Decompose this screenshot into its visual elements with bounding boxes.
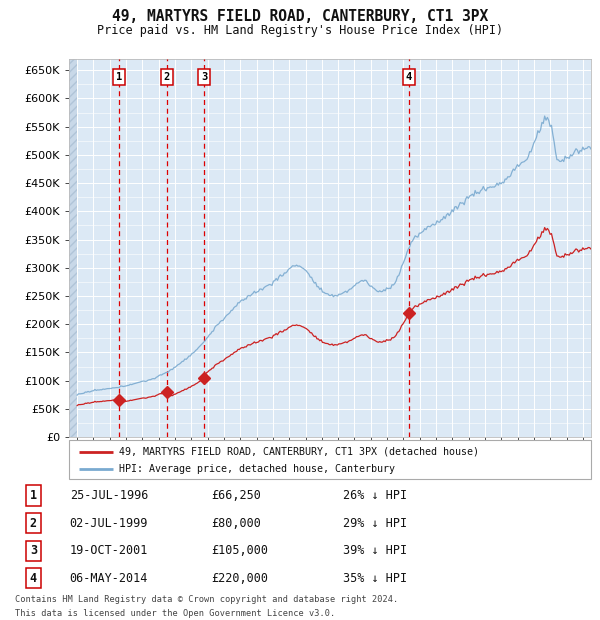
- Text: 3: 3: [201, 72, 208, 82]
- Text: HPI: Average price, detached house, Canterbury: HPI: Average price, detached house, Cant…: [119, 464, 395, 474]
- Text: 1: 1: [116, 72, 122, 82]
- FancyBboxPatch shape: [69, 440, 591, 479]
- Text: 29% ↓ HPI: 29% ↓ HPI: [343, 516, 407, 529]
- Text: 1: 1: [30, 489, 37, 502]
- Text: Price paid vs. HM Land Registry's House Price Index (HPI): Price paid vs. HM Land Registry's House …: [97, 24, 503, 37]
- Text: 35% ↓ HPI: 35% ↓ HPI: [343, 572, 407, 585]
- Text: £66,250: £66,250: [211, 489, 261, 502]
- Text: Contains HM Land Registry data © Crown copyright and database right 2024.: Contains HM Land Registry data © Crown c…: [15, 595, 398, 604]
- Text: 25-JUL-1996: 25-JUL-1996: [70, 489, 148, 502]
- Text: £220,000: £220,000: [211, 572, 268, 585]
- Text: This data is licensed under the Open Government Licence v3.0.: This data is licensed under the Open Gov…: [15, 609, 335, 618]
- Text: 4: 4: [406, 72, 412, 82]
- Text: £105,000: £105,000: [211, 544, 268, 557]
- Text: 4: 4: [30, 572, 37, 585]
- Text: 02-JUL-1999: 02-JUL-1999: [70, 516, 148, 529]
- Text: 39% ↓ HPI: 39% ↓ HPI: [343, 544, 407, 557]
- Text: 49, MARTYRS FIELD ROAD, CANTERBURY, CT1 3PX: 49, MARTYRS FIELD ROAD, CANTERBURY, CT1 …: [112, 9, 488, 24]
- Text: 3: 3: [30, 544, 37, 557]
- Text: 06-MAY-2014: 06-MAY-2014: [70, 572, 148, 585]
- Bar: [69, 59, 77, 437]
- Text: 26% ↓ HPI: 26% ↓ HPI: [343, 489, 407, 502]
- Text: £80,000: £80,000: [211, 516, 261, 529]
- Text: 2: 2: [30, 516, 37, 529]
- Text: 49, MARTYRS FIELD ROAD, CANTERBURY, CT1 3PX (detached house): 49, MARTYRS FIELD ROAD, CANTERBURY, CT1 …: [119, 447, 479, 457]
- Text: 2: 2: [164, 72, 170, 82]
- Text: 19-OCT-2001: 19-OCT-2001: [70, 544, 148, 557]
